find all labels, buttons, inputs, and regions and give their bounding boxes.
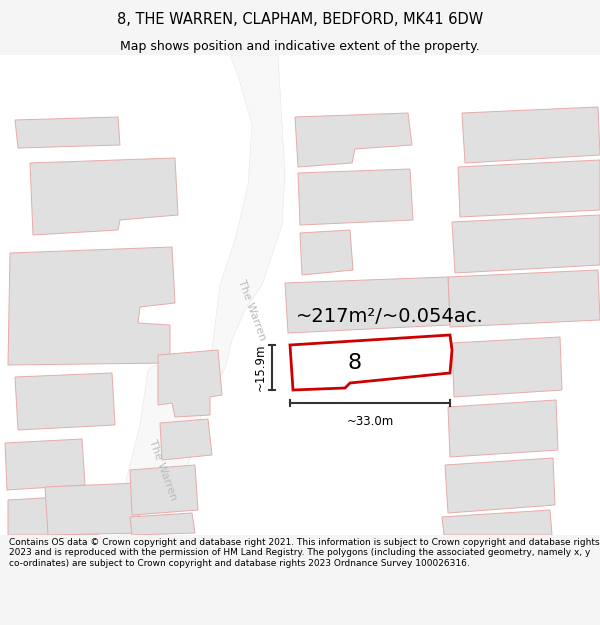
Polygon shape: [8, 247, 175, 365]
Polygon shape: [5, 439, 85, 490]
Polygon shape: [210, 55, 285, 375]
Text: The Warren: The Warren: [236, 278, 268, 342]
Polygon shape: [15, 373, 115, 430]
Polygon shape: [295, 113, 412, 167]
Text: ~15.9m: ~15.9m: [254, 344, 267, 391]
Polygon shape: [452, 337, 562, 397]
Polygon shape: [448, 270, 600, 327]
Polygon shape: [158, 350, 222, 417]
Polygon shape: [442, 510, 552, 535]
Polygon shape: [285, 277, 450, 333]
Polygon shape: [120, 365, 205, 535]
Polygon shape: [462, 107, 600, 163]
Polygon shape: [8, 495, 98, 535]
Polygon shape: [0, 55, 600, 535]
Polygon shape: [290, 335, 452, 390]
Polygon shape: [445, 458, 555, 513]
Text: 8: 8: [348, 353, 362, 373]
Text: The Warren: The Warren: [148, 438, 179, 502]
Polygon shape: [130, 513, 195, 535]
Polygon shape: [298, 169, 413, 225]
Polygon shape: [452, 215, 600, 273]
Polygon shape: [448, 400, 558, 457]
Polygon shape: [300, 230, 353, 275]
Polygon shape: [160, 419, 212, 460]
Polygon shape: [458, 160, 600, 217]
Text: ~33.0m: ~33.0m: [346, 415, 394, 428]
Polygon shape: [130, 465, 198, 515]
Text: Map shows position and indicative extent of the property.: Map shows position and indicative extent…: [120, 39, 480, 52]
Polygon shape: [15, 117, 120, 148]
Text: ~217m²/~0.054ac.: ~217m²/~0.054ac.: [296, 308, 484, 326]
Text: 8, THE WARREN, CLAPHAM, BEDFORD, MK41 6DW: 8, THE WARREN, CLAPHAM, BEDFORD, MK41 6D…: [117, 12, 483, 27]
Text: Contains OS data © Crown copyright and database right 2021. This information is : Contains OS data © Crown copyright and d…: [9, 538, 599, 568]
Polygon shape: [45, 483, 140, 535]
Polygon shape: [30, 158, 178, 235]
